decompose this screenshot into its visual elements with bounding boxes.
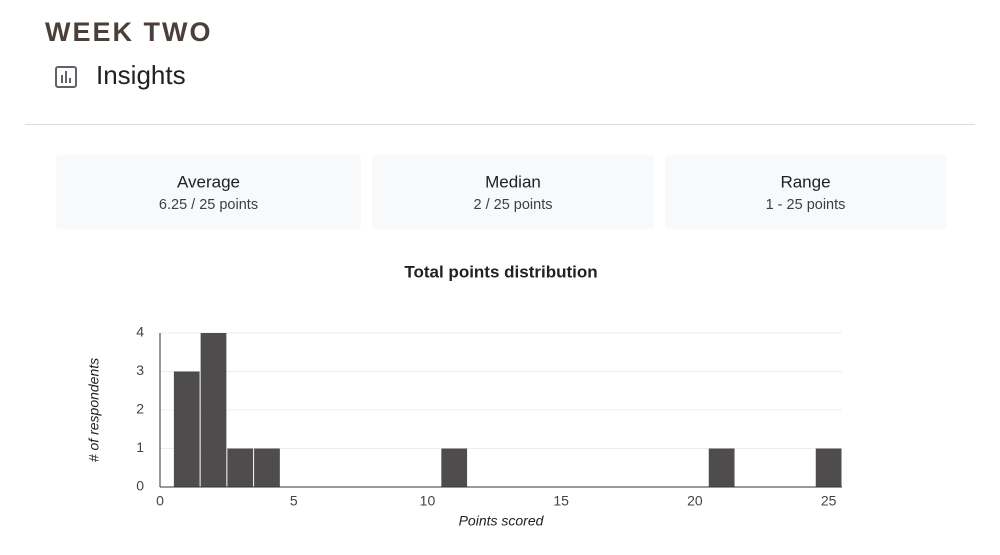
stat-value: 2 / 25 points	[474, 197, 553, 213]
x-tick-label: 10	[420, 493, 436, 509]
y-tick-label: 2	[136, 401, 144, 417]
x-axis-label: Points scored	[459, 513, 545, 529]
y-axis-label: # of respondents	[86, 358, 102, 462]
x-tick-label: 25	[821, 493, 837, 509]
bar	[708, 448, 735, 487]
bar	[254, 448, 280, 487]
x-tick-label: 5	[290, 493, 298, 509]
x-tick-label: 20	[687, 493, 703, 509]
section-title: Insights	[96, 60, 186, 90]
y-tick-label: 1	[136, 439, 144, 455]
bar	[200, 333, 227, 487]
bar	[227, 448, 254, 487]
y-tick-label: 0	[136, 478, 144, 494]
x-tick-label: 0	[156, 493, 164, 509]
stat-card	[372, 155, 654, 229]
chart-title: Total points distribution	[404, 262, 597, 281]
insights-icon	[55, 66, 77, 88]
stat-label: Range	[780, 172, 830, 191]
x-tick-label: 15	[553, 493, 569, 509]
form-title: WEEK TWO	[45, 17, 212, 47]
y-tick-label: 3	[136, 362, 144, 378]
stat-value: 6.25 / 25 points	[159, 197, 258, 213]
stat-label: Median	[485, 172, 541, 191]
bar	[815, 448, 842, 487]
bar	[173, 371, 200, 487]
stat-card	[665, 155, 946, 229]
stat-card	[56, 155, 361, 229]
bar	[441, 448, 468, 487]
stat-value: 1 - 25 points	[766, 197, 846, 213]
y-tick-label: 4	[136, 324, 144, 340]
stat-label: Average	[177, 172, 240, 191]
